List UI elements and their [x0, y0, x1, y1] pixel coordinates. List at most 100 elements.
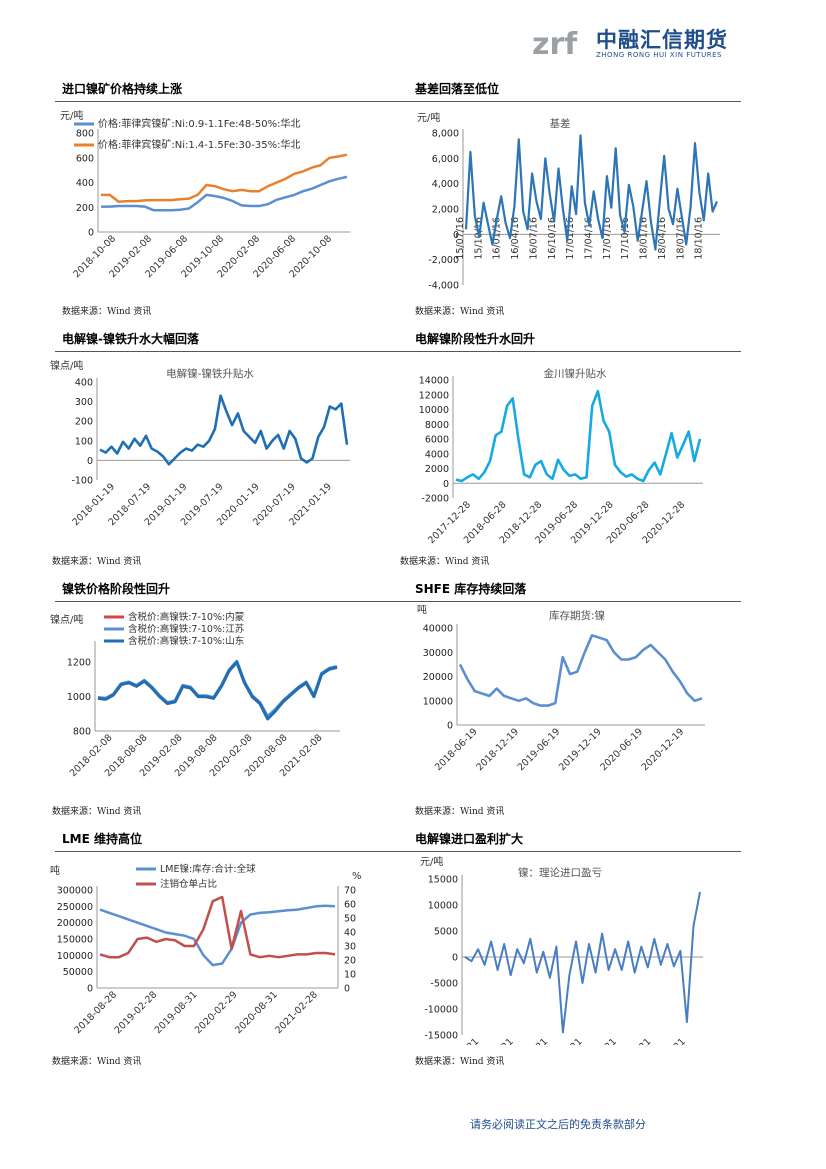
y-tick-label: 10000: [423, 696, 453, 707]
section-title-jinchuan: 电解镍阶段性升水回升: [415, 332, 536, 346]
y-tick-label: 0: [87, 984, 93, 995]
y-tick-label: 4,000: [432, 179, 459, 190]
data-source-note: 数据来源：Wind 资讯: [415, 307, 505, 317]
section-title-import-profit: 电解镍进口盈利扩大: [415, 832, 524, 846]
y-axis-unit-label: 吨: [50, 864, 60, 877]
data-source-note: 数据来源：Wind 资讯: [415, 1057, 505, 1067]
y2-tick-label: 40: [344, 928, 356, 939]
x-tick-label: 16/07/16: [528, 217, 539, 260]
series-line: [97, 659, 338, 718]
chart-shfe-stock: 吨 0 10000 20000 30000 40000 2018-06-192018-12-…: [417, 605, 705, 773]
section-divider: [55, 601, 741, 602]
data-source-note: 数据来源：Wind 资讯: [52, 557, 142, 567]
y-axis-unit-label: 元/吨: [420, 855, 443, 868]
y-tick-label: 0: [453, 230, 459, 241]
series-line: [101, 153, 348, 203]
y-tick-label: 0: [452, 953, 458, 964]
x-tick-label: 16/01/16: [492, 217, 503, 260]
y-tick-label: 50000: [63, 967, 93, 978]
y-axis-unit-label: 元/吨: [60, 109, 83, 122]
y-tick-label: 200: [76, 203, 94, 214]
logo-mark-icon: zrf: [532, 27, 578, 60]
legend-label: 价格:菲律宾镍矿:Ni:1.4-1.5Fe:30-35%:华北: [98, 138, 300, 151]
y-tick-label: 14000: [419, 376, 449, 387]
chart-nickel-npi: 镍点/吨-10001002003004002018-01-192018-07-1…: [50, 359, 350, 528]
section-title-shfe-stock: SHFE 库存持续回落: [415, 582, 527, 596]
y-axis-unit-label: 元/吨: [417, 111, 440, 124]
y-tick-label: 150000: [57, 935, 93, 946]
y-tick-label: 100: [75, 436, 93, 447]
x-tick-label: 16/04/16: [510, 217, 521, 260]
series-line: [99, 895, 336, 959]
x-tick-label: 2018-06-19: [433, 726, 480, 773]
company-logo: zrf 中融汇信期货 ZHONG RONG HUI XIN FUTURES: [532, 18, 732, 66]
x-tick-label: 17/07/16: [602, 217, 613, 260]
chart-title: 镍：理论进口盈亏: [518, 866, 602, 879]
y-tick-label: 10000: [419, 405, 449, 416]
x-tick-label: 15/07/16: [455, 217, 466, 260]
section-divider: [55, 851, 741, 852]
chart-title: 金川镍升贴水: [544, 367, 607, 380]
data-source-note: 数据来源：Wind 资讯: [52, 1057, 142, 1067]
y2-tick-label: 50: [344, 914, 356, 925]
y-tick-label: 20000: [423, 672, 453, 683]
y-tick-label: 1000: [67, 692, 91, 703]
x-tick-label: 2019-06-19: [516, 726, 563, 773]
y-tick-label: 30000: [423, 648, 453, 659]
x-tick-label: 2019-12-19: [557, 726, 604, 773]
logo-chinese-name: 中融汇信期货: [596, 28, 728, 52]
chart-import-profit: 元/吨-15000-10000-50000500010000150002018-…: [420, 855, 703, 1045]
legend-label: 含税价:高镍铁:7-10%:江苏: [128, 623, 245, 635]
x-tick-label: 18/04/16: [657, 217, 668, 260]
chart-basis: 元/吨 -4,000 -2,000 0 2,000 4,000 6,000 8,000 15/0…: [417, 111, 720, 292]
legend-label: 含税价:高镍铁:7-10%:内蒙: [128, 611, 244, 623]
y-tick-label: 15000: [428, 875, 458, 886]
legend-label: 价格:菲律宾镍矿:Ni:0.9-1.1Fe:48-50%:华北: [98, 117, 300, 130]
y2-tick-label: 60: [344, 900, 356, 911]
x-tick-label: 18/01/16: [639, 217, 650, 260]
series-line: [99, 394, 349, 466]
x-tick-label: 16/10/16: [547, 217, 558, 260]
y-tick-label: 800: [73, 727, 91, 738]
x-tick-label: 2018-12-19: [474, 726, 521, 773]
section-title-basis: 基差回落至低位: [415, 82, 500, 96]
x-tick-label: 17/01/16: [565, 217, 576, 260]
y-tick-label: 1200: [67, 658, 91, 669]
y-tick-label: 100000: [57, 951, 93, 962]
x-tick-label: 18/07/16: [675, 217, 686, 260]
y-tick-label: 200: [75, 417, 93, 428]
chart-title: 库存期货:镍: [549, 609, 605, 622]
series-line: [455, 389, 702, 483]
y-tick-label: 10000: [428, 901, 458, 912]
section-title-ore-price: 进口镍矿价格持续上涨: [62, 82, 183, 96]
footer-disclaimer: 请务必阅读正文之后的免责条款部分: [470, 1118, 646, 1131]
y-tick-label: -10000: [424, 1005, 458, 1016]
x-tick-label: 2020-12-19: [640, 726, 687, 773]
y-tick-label: 0: [447, 721, 453, 732]
logo-mark-text: zrf: [532, 27, 578, 60]
series-line: [458, 633, 703, 707]
legend-label: LME镍:库存:合计:全球: [160, 863, 256, 875]
y-tick-label: 250000: [57, 902, 93, 913]
x-tick-label: 17/10/16: [620, 217, 631, 260]
y2-tick-label: 70: [344, 886, 356, 897]
y-tick-label: -5000: [430, 979, 458, 990]
y-tick-label: 8000: [425, 420, 449, 431]
chart-npi-price: 镍点/吨800100012002018-02-082018-08-082019-…: [50, 611, 340, 779]
series-line: [99, 904, 336, 967]
y-tick-label: -100: [71, 476, 93, 487]
series-line: [464, 134, 719, 251]
y-tick-label: 6000: [425, 435, 449, 446]
y-tick-label: 4000: [425, 449, 449, 460]
chart-lme-stock: 吨 % 0 50000 100000 150000 200000 250000 300000 0 1…: [50, 863, 362, 1036]
series-line: [101, 175, 348, 212]
y-tick-label: 400: [75, 378, 93, 389]
series-line: [97, 660, 338, 721]
section-title-nickel-npi: 电解镍-镍铁升水大幅回落: [62, 332, 199, 346]
y-tick-label: 0: [88, 228, 94, 239]
y-tick-label: 40000: [423, 624, 453, 635]
y-tick-label: 400: [76, 178, 94, 189]
section-divider: [55, 101, 741, 102]
legend-label: 含税价:高镍铁:7-10%:山东: [128, 635, 244, 647]
x-tick-label: 2020-06-19: [598, 726, 645, 773]
